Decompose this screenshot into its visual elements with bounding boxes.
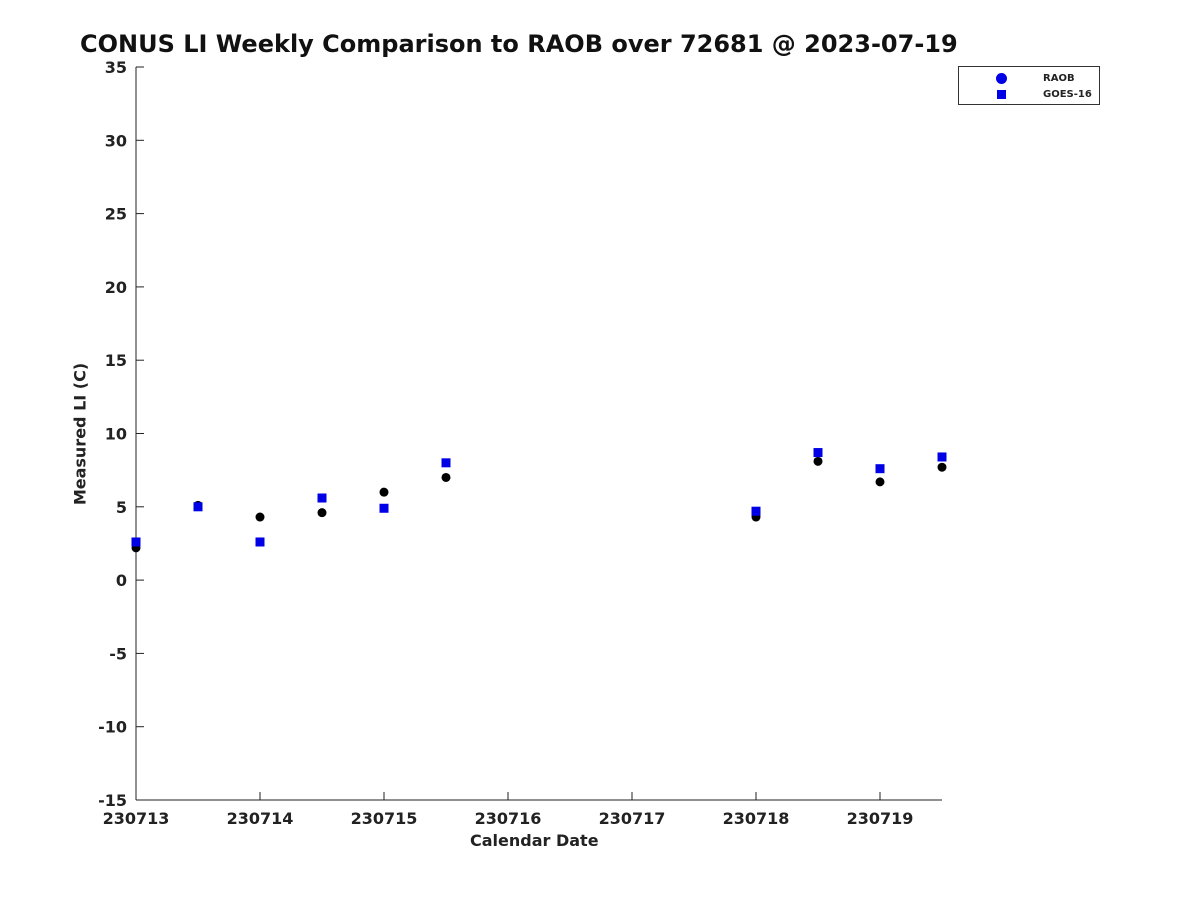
data-point-goes-16 (875, 464, 885, 474)
x-tick-label: 230714 (227, 809, 294, 828)
x-tick-label: 230715 (351, 809, 418, 828)
data-marks (131, 448, 947, 553)
data-point-raob (937, 462, 947, 472)
legend: RAOB GOES-16 (958, 66, 1100, 105)
x-tick-label: 230719 (847, 809, 914, 828)
data-point-goes-16 (751, 506, 761, 516)
x-tick-label: 230718 (723, 809, 790, 828)
data-point-goes-16 (193, 502, 203, 512)
chart-title: CONUS LI Weekly Comparison to RAOB over … (80, 30, 958, 58)
data-point-raob (813, 456, 823, 466)
y-tick-label: 25 (105, 205, 127, 224)
y-tick-label: 15 (105, 351, 127, 370)
y-tick-label: 5 (116, 498, 127, 517)
data-point-raob (441, 472, 451, 482)
y-axis-label: Measured LI (C) (70, 362, 90, 506)
data-point-goes-16 (317, 493, 327, 503)
legend-label-goes16: GOES-16 (1043, 89, 1092, 100)
data-point-raob (255, 512, 265, 522)
data-point-raob (317, 508, 327, 518)
axes: -15 -10 -5 0 5 10 15 20 25 30 35 230713 230714 230715… (98, 58, 942, 828)
y-tick-label: 35 (105, 58, 127, 77)
x-tick-label: 230717 (599, 809, 666, 828)
y-tick-label: 30 (105, 131, 127, 150)
legend-item-raob: RAOB (959, 71, 1099, 87)
data-point-goes-16 (379, 503, 389, 513)
legend-item-goes16: GOES-16 (959, 87, 1099, 103)
data-point-goes-16 (131, 537, 141, 547)
x-axis-label: Calendar Date (470, 831, 599, 850)
data-point-goes-16 (441, 458, 451, 468)
data-point-raob (875, 477, 885, 487)
y-tick-label: 10 (105, 425, 127, 444)
legend-label-raob: RAOB (1043, 73, 1075, 84)
data-point-goes-16 (813, 448, 823, 458)
y-tick-label: -15 (98, 791, 127, 810)
legend-circle-marker (996, 73, 1007, 84)
data-point-goes-16 (255, 537, 265, 547)
y-tick-label: -5 (109, 644, 127, 663)
x-tick-label: 230713 (103, 809, 170, 828)
y-tick-label: 0 (116, 571, 127, 590)
y-tick-label: 20 (105, 278, 127, 297)
legend-square-marker (997, 90, 1006, 99)
x-tick-label: 230716 (475, 809, 542, 828)
data-point-raob (379, 487, 389, 497)
data-point-goes-16 (937, 452, 947, 462)
y-tick-label: -10 (98, 718, 127, 737)
